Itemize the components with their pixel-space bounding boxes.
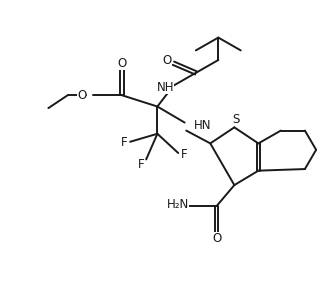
Text: F: F [138,158,145,171]
Text: H₂N: H₂N [167,198,189,211]
Text: O: O [212,232,221,245]
Text: O: O [118,57,127,70]
Text: HN: HN [194,119,211,132]
Text: F: F [181,148,187,161]
Text: O: O [162,54,172,67]
Text: F: F [121,136,128,149]
Text: S: S [232,113,239,126]
Text: O: O [77,89,86,102]
Text: NH: NH [157,81,174,94]
